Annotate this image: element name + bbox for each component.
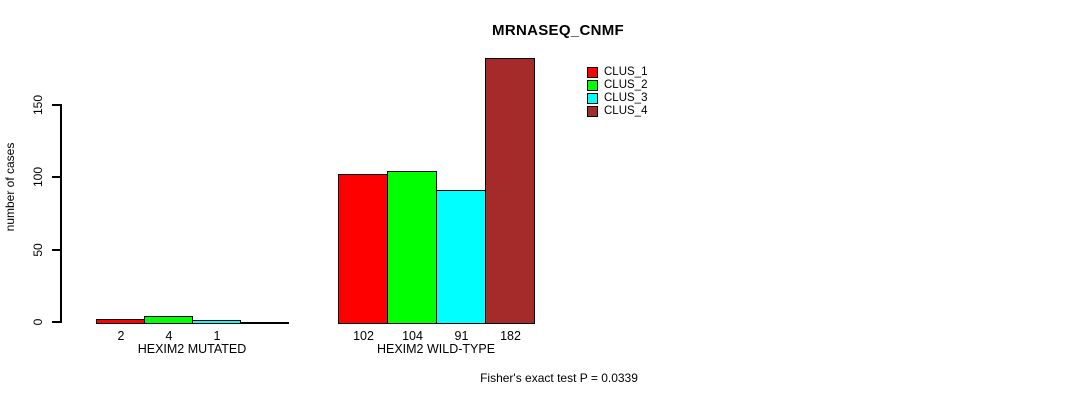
bar-clus-1-hexim2-wild-type xyxy=(338,174,388,324)
bar-value-label: 182 xyxy=(500,329,521,343)
bar-value-label: 2 xyxy=(117,329,125,343)
legend-item-clus-4: CLUS_4 xyxy=(587,105,647,117)
y-axis-line xyxy=(60,104,62,323)
bar-clus-3-hexim2-wild-type xyxy=(436,190,486,324)
pvalue-annotation: Fisher's exact test P = 0.0339 xyxy=(480,371,638,385)
legend-swatch-clus-3 xyxy=(587,92,598,104)
bar-value-label: 4 xyxy=(165,329,173,343)
legend-swatch-clus-4 xyxy=(587,105,598,117)
bar-clus-4-hexim2-wild-type xyxy=(485,58,535,324)
legend-item-clus-3: CLUS_3 xyxy=(587,92,647,104)
legend-label: CLUS_1 xyxy=(604,66,648,78)
legend-label: CLUS_3 xyxy=(604,92,648,104)
x-group-label-hexim2-wild-type: HEXIM2 WILD-TYPE xyxy=(376,342,496,356)
bar-clus-2-hexim2-mutated xyxy=(144,316,193,324)
legend-swatch-clus-2 xyxy=(587,79,598,91)
y-tick-label: 150 xyxy=(31,94,45,116)
y-tick-label: 50 xyxy=(31,243,45,257)
legend-swatch-clus-1 xyxy=(587,66,598,78)
legend-label: CLUS_2 xyxy=(604,79,648,91)
y-tick-label: 100 xyxy=(31,166,45,188)
legend-label: CLUS_4 xyxy=(604,105,648,117)
bar-value-label: 102 xyxy=(353,329,374,343)
y-axis-tick xyxy=(52,249,61,251)
legend: CLUS_1 CLUS_2 CLUS_3 CLUS_4 xyxy=(587,66,647,118)
chart-title: MRNASEQ_CNMF xyxy=(492,22,624,39)
y-axis-tick xyxy=(52,321,61,323)
y-axis-tick xyxy=(52,104,61,106)
bar-value-label: 104 xyxy=(402,329,423,343)
bar-value-label: 1 xyxy=(213,329,221,343)
y-axis-tick xyxy=(52,176,61,178)
y-tick-label: 0 xyxy=(31,318,45,326)
y-axis-title: number of cases xyxy=(3,142,17,232)
x-group-label-hexim2-mutated: HEXIM2 MUTATED xyxy=(137,342,247,356)
bar-clus-2-hexim2-wild-type xyxy=(387,171,437,324)
legend-item-clus-2: CLUS_2 xyxy=(587,79,647,91)
legend-item-clus-1: CLUS_1 xyxy=(587,66,647,78)
bar-value-label: 91 xyxy=(454,329,469,343)
bar-clus-3-hexim2-mutated xyxy=(192,320,241,324)
bar-clus-1-hexim2-mutated xyxy=(96,319,145,324)
